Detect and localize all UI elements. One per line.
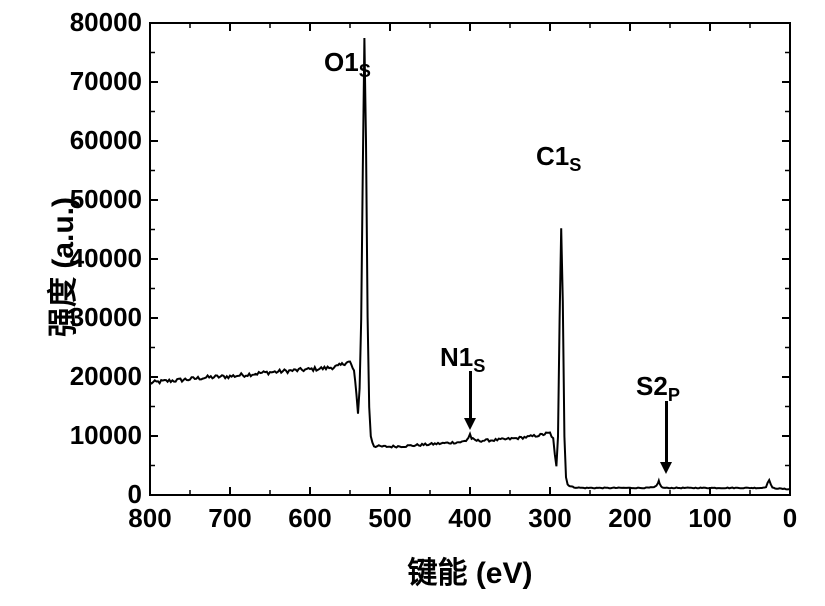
- y-tick-label: 30000: [32, 302, 142, 333]
- y-tick-label: 40000: [32, 243, 142, 274]
- x-tick-label: 600: [280, 503, 340, 534]
- x-tick-label: 400: [440, 503, 500, 534]
- x-tick-label: 500: [360, 503, 420, 534]
- xps-survey-chart: 强度 (a.u.) 键能 (eV) 8007006005004003002001…: [0, 0, 825, 606]
- peak-arrowhead-s2p: [660, 462, 672, 474]
- peak-label-s2p: S2P: [636, 371, 680, 406]
- x-tick-label: 700: [200, 503, 260, 534]
- y-tick-label: 20000: [32, 361, 142, 392]
- peak-arrow-s2p: [665, 401, 668, 465]
- y-tick-label: 70000: [32, 66, 142, 97]
- peak-label-o1s: O1S: [324, 47, 371, 82]
- x-tick-label: 0: [760, 503, 820, 534]
- x-tick-label: 200: [600, 503, 660, 534]
- peak-label-n1s: N1S: [440, 342, 485, 377]
- y-tick-label: 50000: [32, 184, 142, 215]
- y-tick-label: 60000: [32, 125, 142, 156]
- x-tick-label: 100: [680, 503, 740, 534]
- x-tick-label: 300: [520, 503, 580, 534]
- y-tick-label: 0: [32, 479, 142, 510]
- y-tick-label: 10000: [32, 420, 142, 451]
- peak-arrowhead-n1s: [464, 418, 476, 430]
- peak-arrow-n1s: [469, 371, 472, 420]
- y-tick-label: 80000: [32, 7, 142, 38]
- peak-label-c1s: C1S: [536, 141, 581, 176]
